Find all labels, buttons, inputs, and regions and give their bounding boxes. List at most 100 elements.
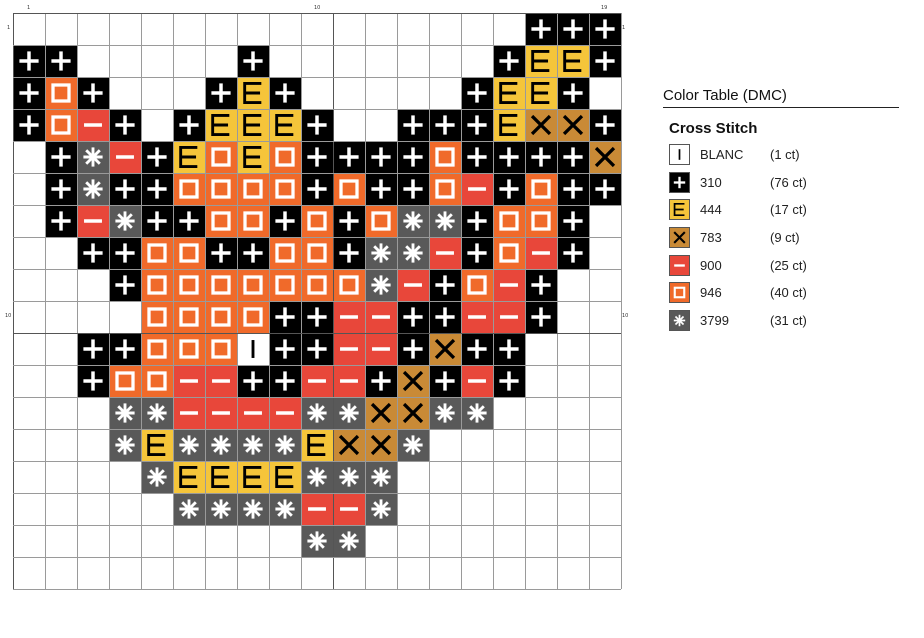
stitch-cell [397, 301, 429, 333]
cross-stitch-pattern [13, 13, 622, 590]
legend-row: BLANC (1 ct) [663, 141, 899, 169]
stitch-cell [557, 237, 589, 269]
stitch-cell [45, 141, 77, 173]
stitch-cell [301, 397, 333, 429]
stitch-cell [205, 237, 237, 269]
stitch-cell [493, 77, 525, 109]
stitch-cell [301, 365, 333, 397]
stitch-cell [173, 493, 205, 525]
stitch-cell [237, 333, 269, 365]
stitch-cell [461, 301, 493, 333]
axis-label-left-top: 1 [7, 25, 11, 31]
stitch-cell [493, 141, 525, 173]
stitch-cell [205, 205, 237, 237]
stitch-cell [397, 365, 429, 397]
stitch-cell [205, 173, 237, 205]
stitch-cell [365, 493, 397, 525]
legend-row: 946 (40 ct) [663, 279, 899, 307]
color-swatch [669, 227, 690, 249]
stitch-cell [237, 237, 269, 269]
stitch-cell [301, 237, 333, 269]
stitch-cell [237, 141, 269, 173]
stitch-cell [429, 237, 461, 269]
stitch-cell [461, 269, 493, 301]
stitch-cell [461, 397, 493, 429]
stitch-count: (25 ct) [770, 257, 807, 273]
stitch-cell [525, 141, 557, 173]
stitch-cell [45, 109, 77, 141]
stitch-cell [173, 397, 205, 429]
stitch-cell [333, 205, 365, 237]
stitch-cell [333, 365, 365, 397]
stitch-cell [237, 397, 269, 429]
grid-lines [13, 13, 622, 590]
stitch-cell [109, 237, 141, 269]
stitch-count: (17 ct) [770, 202, 807, 218]
stitch-cell [429, 397, 461, 429]
stitch-cell [429, 109, 461, 141]
stitch-cell [269, 269, 301, 301]
stitch-cell [397, 333, 429, 365]
stitch-cell [77, 141, 109, 173]
thread-code: 310 [700, 174, 722, 190]
stitch-cell [301, 109, 333, 141]
stitch-cell [237, 45, 269, 77]
stitch-cell [333, 333, 365, 365]
stitch-cell [141, 205, 173, 237]
stitch-cell [557, 45, 589, 77]
stitch-cell [45, 205, 77, 237]
stitch-cell [397, 269, 429, 301]
stitch-cell [141, 301, 173, 333]
stitch-cell [237, 269, 269, 301]
stitch-cell [333, 173, 365, 205]
color-swatch [669, 254, 690, 276]
stitch-cell [525, 77, 557, 109]
stitch-cell [493, 173, 525, 205]
stitch-cell [269, 301, 301, 333]
stitch-cell [269, 205, 301, 237]
stitch-cell [77, 109, 109, 141]
legend-title: Color Table (DMC) [663, 85, 899, 108]
color-swatch [669, 309, 690, 331]
stitch-cell [493, 365, 525, 397]
stitch-cell [13, 77, 45, 109]
stitch-cell [173, 141, 205, 173]
stitch-cell [269, 109, 301, 141]
legend-row: 3799 (31 ct) [663, 307, 899, 335]
stitch-cell [589, 13, 621, 45]
axis-label-right-top: 1 [622, 25, 626, 31]
stitch-cell [525, 13, 557, 45]
stitch-cell [237, 77, 269, 109]
stitch-cell [397, 429, 429, 461]
stitch-cell [109, 141, 141, 173]
stitch-cell [237, 173, 269, 205]
stitch-cell [237, 109, 269, 141]
stitch-cell [141, 237, 173, 269]
stitch-count: (1 ct) [770, 147, 800, 163]
color-swatch [669, 199, 690, 221]
stitch-cell [141, 333, 173, 365]
stitch-cell [461, 333, 493, 365]
stitch-cell [397, 141, 429, 173]
stitch-cell [109, 397, 141, 429]
stitch-cell [301, 525, 333, 557]
legend-rows: BLANC (1 ct) 310 (76 ct) 444 (17 ct) 783 (9 ct)… [663, 141, 899, 334]
stitch-cell [237, 365, 269, 397]
stitch-cell [13, 109, 45, 141]
stitch-cell [269, 365, 301, 397]
stitch-cell [173, 301, 205, 333]
stitch-cell [301, 301, 333, 333]
stitch-cell [269, 493, 301, 525]
color-swatch [669, 282, 690, 304]
stitch-cell [429, 365, 461, 397]
stitch-cell [237, 301, 269, 333]
stitch-cell [589, 141, 621, 173]
axis-label-top-right: 19 [601, 5, 608, 11]
thread-code: 444 [700, 202, 722, 218]
stitch-cell [429, 141, 461, 173]
stitch-cell [525, 45, 557, 77]
stitch-cell [525, 205, 557, 237]
stitch-cell [301, 429, 333, 461]
stitch-cell [301, 493, 333, 525]
stitch-cell [429, 301, 461, 333]
